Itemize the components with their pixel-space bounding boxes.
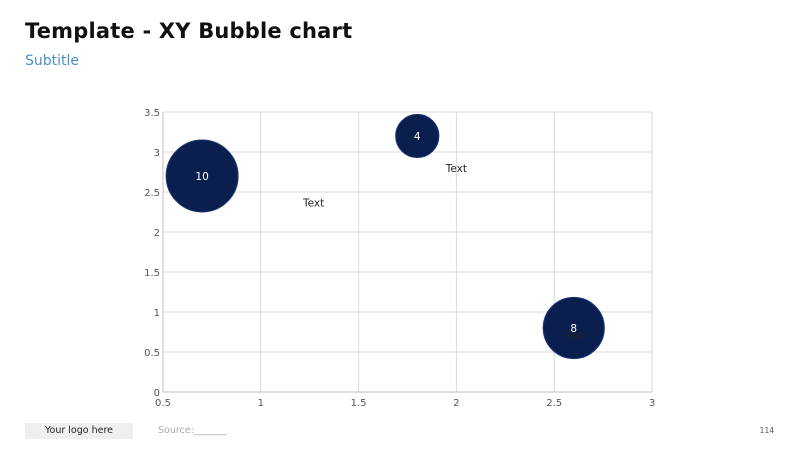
bubble-label: 10	[195, 171, 208, 183]
bubble	[165, 139, 239, 213]
y-tick-label: 3.5	[144, 108, 160, 119]
annotation-label: Text	[445, 163, 467, 175]
annotation-label: Text	[564, 329, 586, 341]
y-tick-label: 1.5	[144, 268, 160, 279]
bubble	[395, 113, 440, 159]
source-note: Source:_______	[158, 425, 228, 436]
y-tick-label: 1	[154, 308, 160, 319]
x-tick-label: 0.5	[155, 398, 171, 409]
y-tick-label: 3	[154, 148, 160, 159]
x-tick-label: 3	[649, 398, 655, 409]
page-subtitle: Subtitle	[25, 53, 80, 69]
page-title: Template - XY Bubble chart	[25, 19, 353, 43]
y-tick-label: 2.5	[144, 188, 160, 199]
bubble	[542, 296, 605, 360]
x-tick-label: 2.5	[546, 398, 562, 409]
bubble-label: 4	[414, 131, 421, 143]
bubble-label: 8	[570, 323, 577, 335]
y-tick-label: 0.5	[144, 348, 160, 359]
logo-placeholder: Your logo here	[25, 423, 133, 439]
chart-bubbles	[165, 113, 605, 360]
page-number: 114	[759, 426, 774, 435]
y-tick-label: 0	[154, 388, 160, 399]
annotation-label: Text	[302, 197, 324, 209]
x-tick-label: 1	[258, 398, 264, 409]
chart-annotations: Text Text Text 10 4 8	[195, 131, 586, 341]
chart-axes: 0.5 1 1.5 2 2.5 300.511.522.533.5	[144, 108, 655, 409]
x-tick-label: 2	[453, 398, 459, 409]
y-tick-label: 2	[154, 228, 160, 239]
x-tick-label: 1.5	[351, 398, 367, 409]
